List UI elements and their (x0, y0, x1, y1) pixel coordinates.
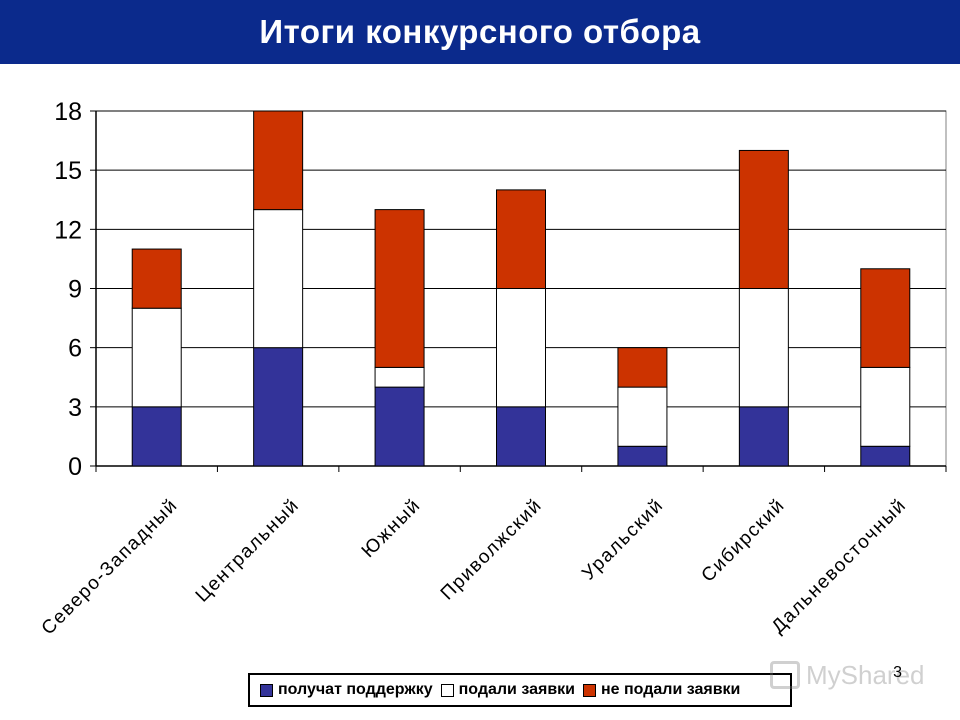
bar-segment-applied (374, 366, 425, 388)
legend-swatch-applied (440, 683, 454, 697)
page-number: 3 (893, 664, 902, 681)
legend-item-supported: получат поддержку (260, 681, 433, 699)
bar-segment-applied (131, 307, 182, 408)
bar-segment-applied (738, 288, 789, 408)
y-tick-label: 3 (68, 394, 82, 422)
title-bar: Итоги конкурсного отбора (0, 0, 960, 64)
x-tick-label: Южный (358, 495, 425, 562)
bar-segment-applied (860, 366, 911, 447)
x-tick-label: Северо-Западный (38, 495, 183, 640)
legend-label-applied: подали заявки (458, 681, 575, 698)
bar-segment-supported (496, 406, 546, 467)
x-tick-label: Уральский (578, 495, 668, 585)
y-tick-label: 0 (68, 453, 82, 481)
bar-segment-not-applied (131, 248, 182, 309)
y-tick-label: 6 (68, 335, 82, 363)
legend-swatch-supported (260, 683, 273, 697)
bar-segment-supported (131, 406, 182, 467)
bar-segment-supported (738, 406, 789, 467)
bar-segment-supported (860, 445, 911, 467)
y-tick-label: 12 (54, 216, 82, 244)
bar-segment-applied (617, 386, 668, 447)
bar-segment-not-applied (374, 209, 425, 368)
watermark-text: MyShared (806, 659, 925, 690)
bar-segment-not-applied (496, 189, 546, 289)
y-tick-label: 15 (54, 157, 82, 185)
presentation-icon (770, 661, 800, 689)
y-tick-label: 18 (54, 98, 82, 126)
bar-segment-applied (253, 209, 304, 349)
y-tick-label: 9 (68, 276, 82, 304)
bar-segment-supported (617, 445, 668, 467)
x-tick-label: Дальневосточный (768, 495, 911, 638)
bar-segment-not-applied (860, 268, 911, 368)
bar-segment-not-applied (617, 347, 668, 388)
chart-legend: получат поддержку подали заявки не подал… (248, 673, 792, 707)
legend-label-not-applied: не подали заявки (601, 681, 741, 698)
bar-segment-not-applied (253, 110, 304, 211)
bar-segment-applied (496, 288, 546, 408)
page-title: Итоги конкурсного отбора (259, 13, 701, 50)
bar-segment-not-applied (738, 149, 789, 289)
x-tick-label: Приволжский (437, 495, 547, 605)
legend-item-not-applied: не подали заявки (583, 681, 740, 699)
x-tick-label: Центральный (192, 495, 304, 607)
x-tick-label: Сибирский (698, 495, 790, 587)
bar-segment-supported (374, 386, 425, 467)
stacked-bar-chart: 0 3 6 9 12 15 18 Северо-Западный Центральный Южны… (38, 98, 947, 640)
watermark: MyShared (770, 654, 930, 696)
legend-label-supported: получат поддержку (278, 681, 433, 698)
legend-item-applied: подали заявки (440, 681, 575, 699)
bar-segment-supported (253, 347, 304, 467)
legend-swatch-not-applied (583, 683, 596, 697)
